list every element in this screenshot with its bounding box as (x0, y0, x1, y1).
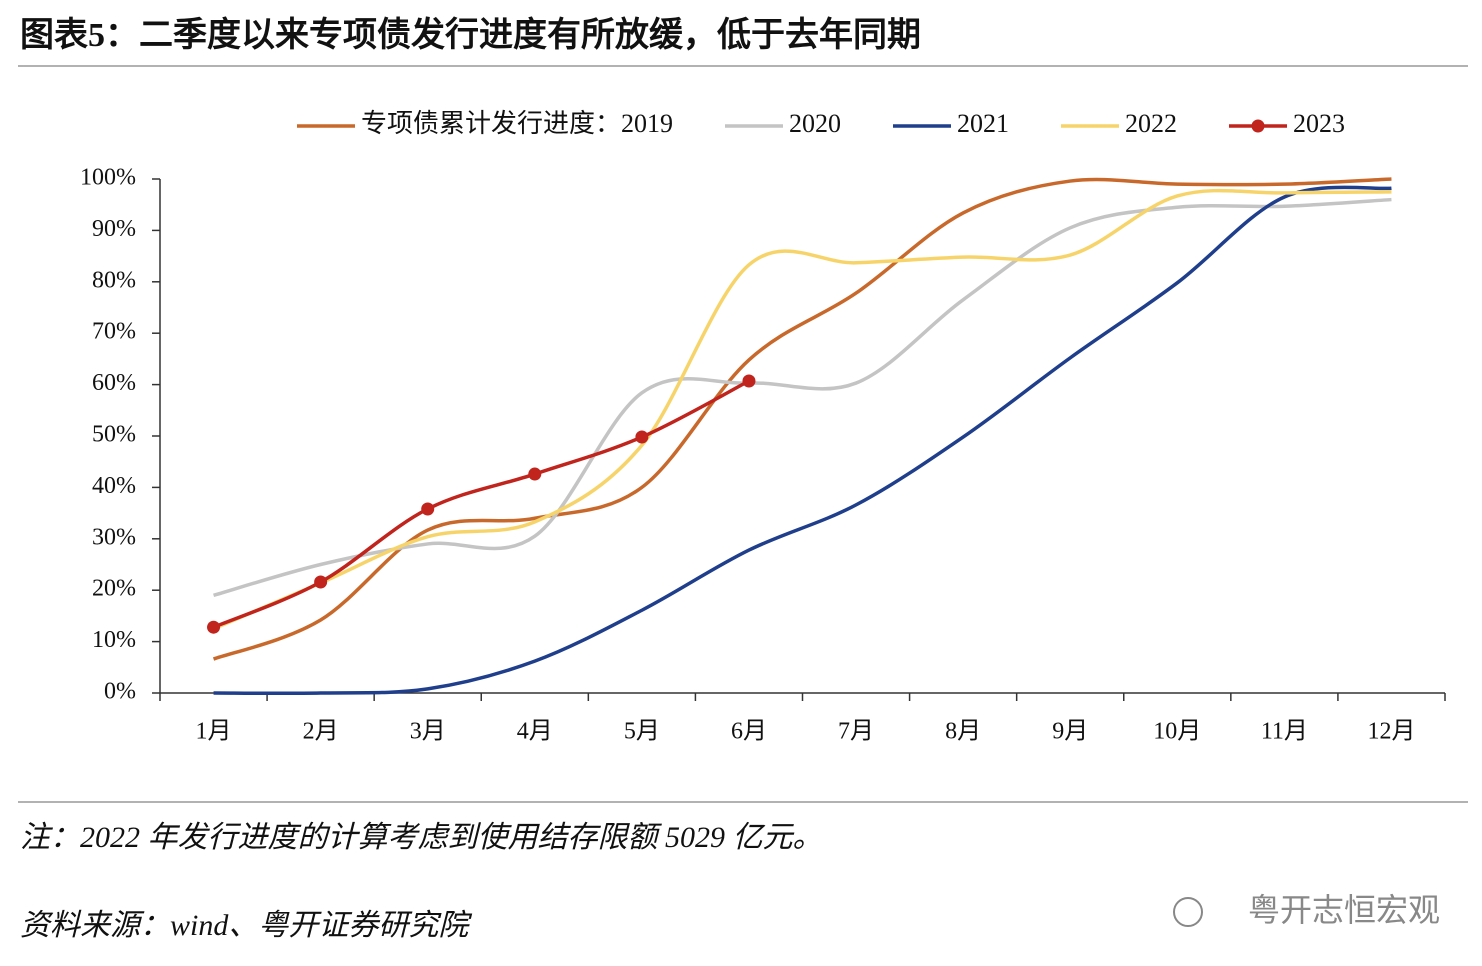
x-tick-label: 6月 (731, 719, 767, 745)
y-tick-label: 0% (104, 679, 136, 705)
x-tick-label: 8月 (945, 719, 981, 745)
point (421, 502, 435, 516)
watermark: 粤开志恒宏观 (1248, 891, 1440, 929)
series-line (212, 188, 1392, 631)
legend-label: 2021 (957, 109, 1009, 138)
y-tick-label: 20% (92, 576, 136, 602)
y-tick-label: 70% (92, 319, 136, 345)
x-tick-label: 7月 (838, 719, 874, 745)
source: 资料来源：wind、粤开证券研究院 (20, 909, 472, 942)
x-tick-label: 11月 (1261, 719, 1308, 745)
x-tick-label: 5月 (624, 719, 660, 745)
series-line (213, 185, 1392, 696)
point (742, 374, 756, 388)
point (528, 467, 542, 481)
point (635, 430, 649, 444)
series-line (212, 177, 1392, 661)
legend-label: 2023 (1293, 109, 1345, 138)
y-tick-label: 30% (92, 524, 136, 550)
x-tick-label: 1月 (196, 719, 232, 745)
y-tick-label: 40% (92, 473, 136, 499)
x-tick-label: 10月 (1153, 719, 1201, 745)
x-tick-label: 2月 (303, 719, 339, 745)
legend-label: 2020 (789, 109, 841, 138)
y-tick-label: 60% (92, 370, 136, 396)
x-tick-label: 12月 (1367, 719, 1415, 745)
series-line (212, 379, 750, 629)
y-tick-label: 100% (80, 165, 136, 191)
y-tick-label: 80% (92, 267, 136, 293)
legend-marker (1251, 119, 1265, 133)
note: 注：2022 年发行进度的计算考虑到使用结存限额 5029 亿元。 (20, 821, 823, 854)
x-tick-label: 9月 (1052, 719, 1088, 745)
y-tick-label: 90% (92, 216, 136, 242)
point (207, 620, 221, 634)
legend-label: 2022 (1125, 109, 1177, 138)
legend-label: 专项债累计发行进度：2019 (361, 109, 673, 138)
x-tick-label: 4月 (517, 719, 553, 745)
watermark-icon (1173, 897, 1203, 927)
y-tick-label: 50% (92, 422, 136, 448)
point (314, 575, 328, 589)
y-tick-label: 10% (92, 627, 136, 653)
series-line (213, 197, 1392, 598)
x-tick-label: 3月 (410, 719, 446, 745)
chart-title: 图表5：二季度以来专项债发行进度有所放缓，低于去年同期 (20, 16, 921, 54)
